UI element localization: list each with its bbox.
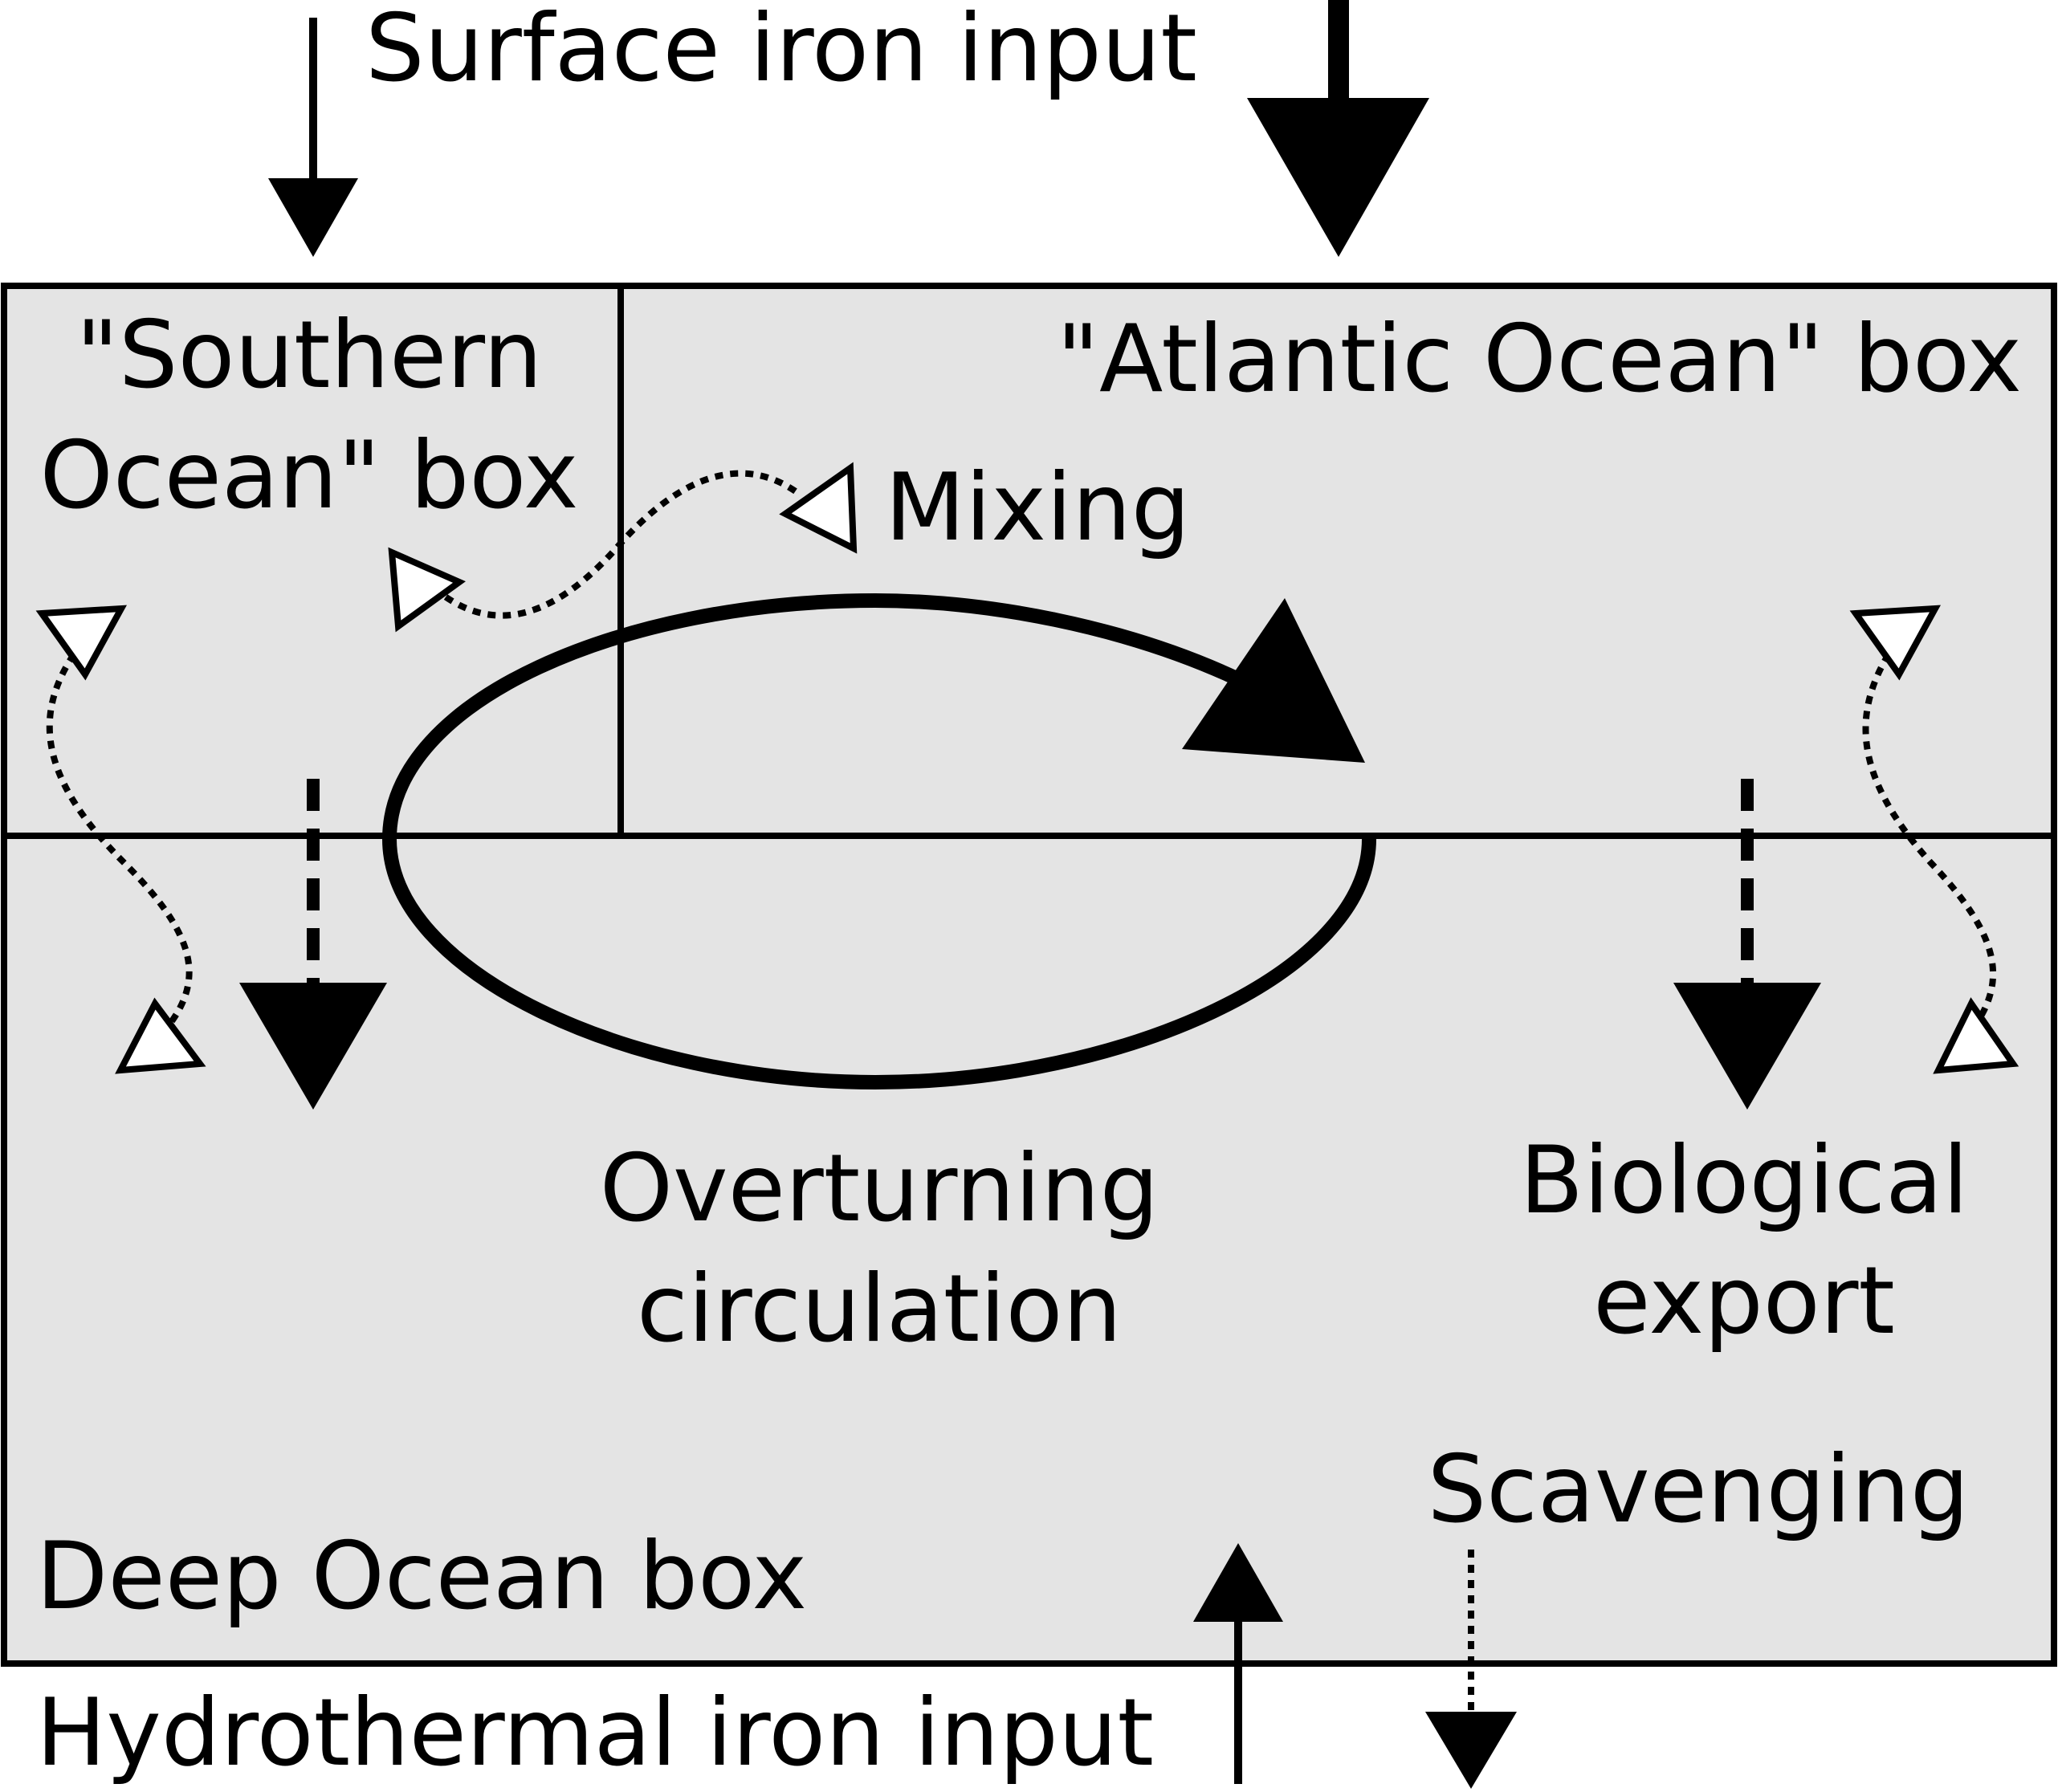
deep-ocean-box: [1, 833, 2057, 1667]
southern-box-label-line1: "Southern: [75, 301, 542, 409]
scavenging-arrow-head: [1425, 1712, 1517, 1789]
export-arrow-atlantic-head: [1673, 983, 1821, 1110]
southern-box-label-line2: Ocean" box: [40, 422, 579, 530]
mixing-arrow-atlantic-vertical-head-top: [1849, 605, 1941, 681]
atlantic-box-label: "Atlantic Ocean" box: [1057, 305, 2022, 413]
diagram-labels: Surface iron input "Southern Ocean" box …: [36, 0, 2022, 1787]
mixing-arrow-horizontal-path: [431, 470, 801, 619]
hydrothermal-input-label: Hydrothermal iron input: [36, 1679, 1154, 1787]
overturning-circulation-loop: [381, 593, 1376, 1090]
biological-export-arrows: [239, 779, 1821, 1110]
southern-ocean-box: [1, 283, 624, 839]
deep-ocean-box-label: Deep Ocean box: [36, 1522, 807, 1631]
mixing-arrow-atlantic-vertical-path: [1862, 652, 1997, 1030]
biological-export-label-line1: Biological: [1520, 1126, 1969, 1235]
mixing-arrow-horizontal-head-right: [779, 462, 858, 554]
overturning-label-line2: circulation: [637, 1255, 1122, 1363]
mixing-arrow-atlantic-vertical-head-bottom: [1933, 997, 2019, 1074]
export-arrow-southern-head: [239, 983, 387, 1110]
overturning-loop-arrowhead: [1182, 598, 1365, 763]
mixing-arrow-southern-vertical-head-bottom: [115, 997, 206, 1074]
mixing-arrow-southern-vertical-head-top: [35, 605, 127, 681]
biological-export-label-line2: export: [1593, 1247, 1895, 1355]
overturning-label-line1: Overturning: [600, 1134, 1159, 1243]
hydrothermal-input-arrow: [1193, 1543, 1283, 1784]
mixing-arrow-horizontal-head-left: [388, 547, 466, 633]
surface-input-arrow-southern-head: [268, 178, 358, 257]
overturning-loop-path: [381, 593, 1376, 1090]
surface-input-label: Surface iron input: [365, 0, 1197, 103]
scavenging-label: Scavenging: [1427, 1436, 1969, 1544]
surface-input-arrow-atlantic-head: [1247, 98, 1429, 257]
scavenging-arrow: [1425, 1550, 1517, 1789]
hydrothermal-arrow-head: [1193, 1543, 1283, 1622]
mixing-arrow-southern-vertical-path: [46, 652, 193, 1030]
mixing-label: Mixing: [885, 454, 1190, 562]
mixing-arrows: [35, 462, 2019, 1074]
surface-iron-input-arrows: [268, 0, 1429, 257]
